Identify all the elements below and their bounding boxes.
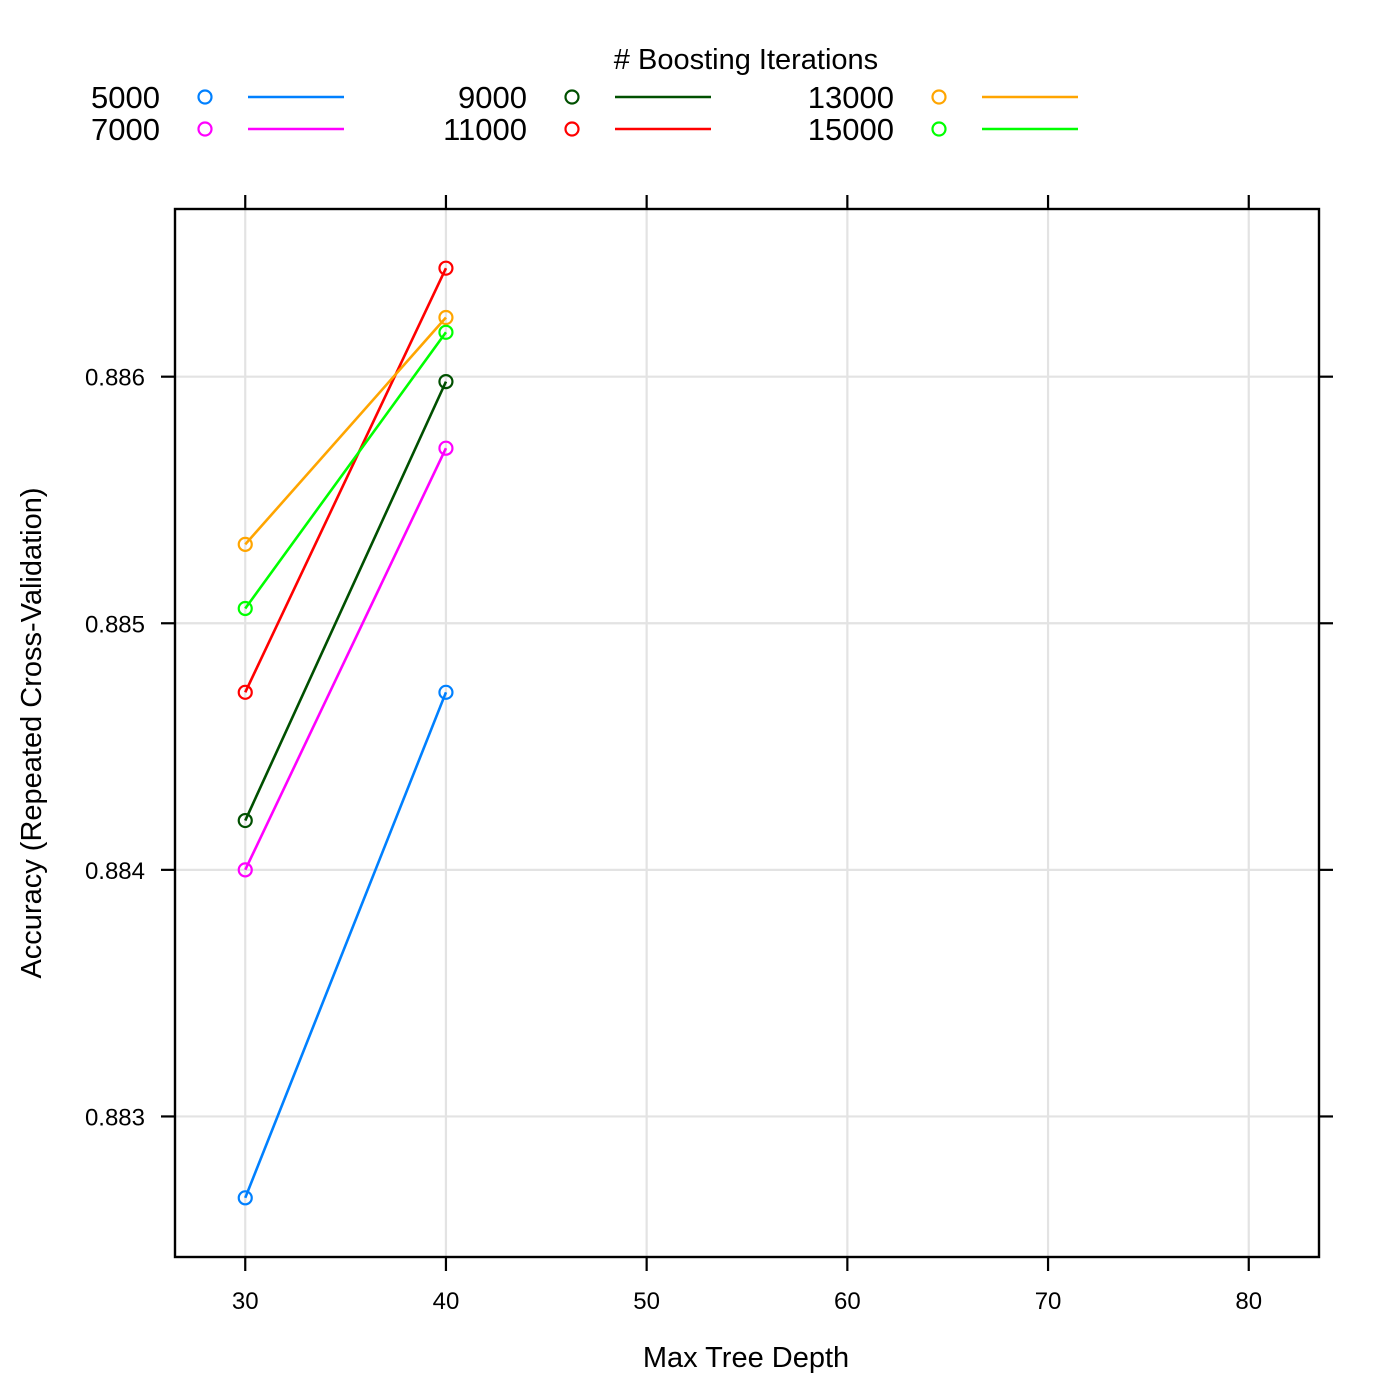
x-tick-label: 60 xyxy=(834,1288,861,1315)
series-layer xyxy=(237,260,454,1206)
x-tick-label: 70 xyxy=(1035,1288,1062,1315)
x-tick-label: 80 xyxy=(1235,1288,1262,1315)
data-point-5000 xyxy=(438,684,454,700)
data-point-13000 xyxy=(438,309,454,326)
legend-marker xyxy=(564,121,580,137)
data-point-11000 xyxy=(237,684,253,700)
legend-item-5000: 5000 xyxy=(91,80,344,115)
legend-marker xyxy=(931,121,947,137)
legend-title: # Boosting Iterations xyxy=(614,44,878,76)
legend-label: 5000 xyxy=(91,80,160,115)
legend-item-15000: 15000 xyxy=(808,112,1078,147)
data-point-9000 xyxy=(237,812,253,829)
data-point-5000 xyxy=(237,1190,253,1206)
y-axis-label: Accuracy (Repeated Cross-Validation) xyxy=(16,487,48,978)
legend-item-9000: 9000 xyxy=(458,80,711,115)
series-line-13000 xyxy=(244,316,447,546)
legend-label: 9000 xyxy=(458,80,527,115)
legend-label: 11000 xyxy=(443,112,527,147)
grid xyxy=(175,209,1319,1257)
legend-item-7000: 7000 xyxy=(91,112,344,147)
series-13000 xyxy=(237,309,454,552)
legend-item-13000: 13000 xyxy=(808,80,1078,115)
legend-marker xyxy=(197,89,213,105)
legend-label: 13000 xyxy=(808,80,894,115)
series-5000 xyxy=(237,684,454,1206)
data-point-7000 xyxy=(438,440,454,456)
legend-marker xyxy=(931,89,947,105)
y-tick-label: 0.883 xyxy=(85,1104,145,1131)
series-15000 xyxy=(237,324,454,617)
series-11000 xyxy=(237,260,454,700)
y-tick-label: 0.886 xyxy=(85,365,145,392)
x-tick-labels: 30 40 50 60 70 80 xyxy=(232,1288,1262,1315)
legend-label: 7000 xyxy=(91,112,160,147)
x-tick-label: 30 xyxy=(232,1288,259,1315)
series-7000 xyxy=(237,440,454,878)
data-point-9000 xyxy=(438,374,454,390)
series-line-11000 xyxy=(244,267,448,693)
series-9000 xyxy=(237,374,454,829)
series-line-7000 xyxy=(244,447,448,871)
data-point-7000 xyxy=(237,862,253,878)
data-point-15000 xyxy=(237,600,253,617)
data-point-11000 xyxy=(438,260,454,276)
legend-label: 15000 xyxy=(808,112,894,147)
series-line-15000 xyxy=(244,331,447,610)
y-tick-label: 0.884 xyxy=(85,858,145,885)
ticks xyxy=(161,195,1333,1271)
series-line-9000 xyxy=(244,381,448,822)
x-tick-label: 40 xyxy=(433,1288,460,1315)
y-tick-label: 0.885 xyxy=(85,611,145,638)
x-tick-label: 50 xyxy=(633,1288,660,1315)
plot-frame xyxy=(173,207,1321,1259)
y-tick-labels: 0.883 0.884 0.885 0.886 xyxy=(85,365,145,1132)
series-line-5000 xyxy=(244,691,448,1199)
x-axis-label: Max Tree Depth xyxy=(643,1342,849,1374)
legend-marker xyxy=(564,89,580,105)
legend-marker xyxy=(197,121,213,137)
data-point-13000 xyxy=(237,536,253,552)
data-point-15000 xyxy=(438,324,454,340)
legend-item-11000: 11000 xyxy=(443,112,711,147)
